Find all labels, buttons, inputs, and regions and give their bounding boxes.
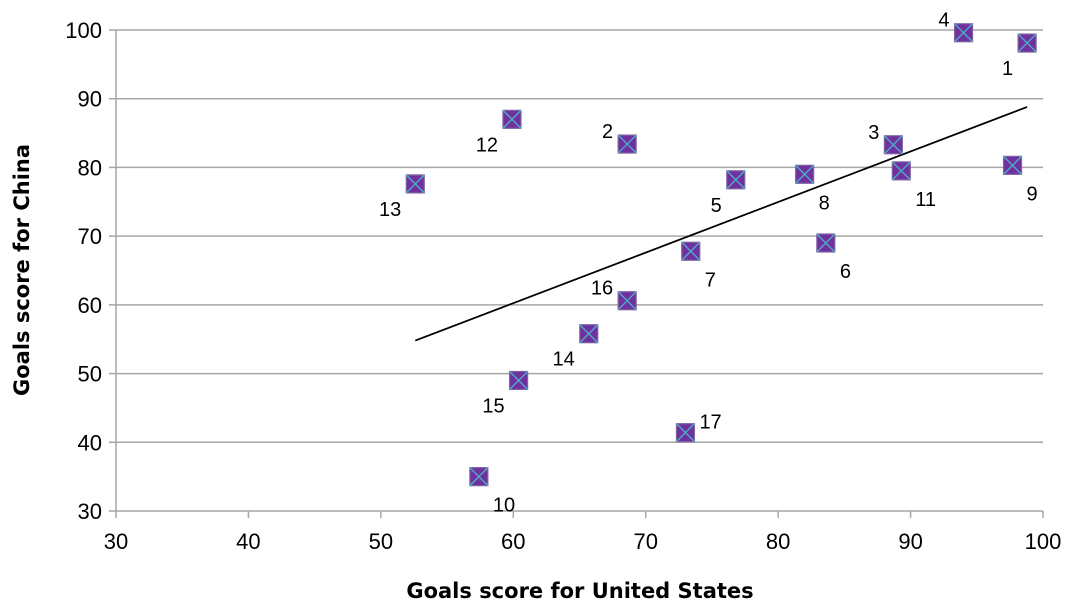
y-tick-label: 40 [78, 430, 102, 455]
data-point [617, 291, 637, 311]
point-cross [617, 134, 637, 154]
point-cross [509, 370, 529, 390]
point-label: 1 [1002, 58, 1013, 80]
data-points [405, 23, 1037, 487]
y-tick-labels: 30 40 50 60 70 80 90 100 [65, 18, 102, 524]
point-cross [795, 164, 815, 184]
point-label: 12 [476, 134, 498, 156]
point-cross [891, 161, 911, 181]
x-tick-label: 80 [766, 529, 790, 554]
point-label: 16 [591, 278, 613, 300]
y-tick-label: 80 [78, 155, 102, 180]
y-tick-label: 100 [65, 18, 102, 43]
axes [109, 29, 1044, 518]
x-tick-label: 50 [369, 529, 393, 554]
data-point [508, 370, 529, 391]
data-point [726, 170, 746, 190]
point-label: 14 [553, 349, 575, 371]
data-point [953, 23, 974, 43]
x-tick-label: 40 [236, 529, 260, 554]
point-label: 9 [1027, 183, 1038, 205]
data-point [891, 161, 911, 181]
x-tick-label: 100 [1025, 529, 1062, 554]
x-tick-label: 60 [501, 529, 525, 554]
data-point [579, 324, 599, 344]
point-cross [883, 135, 903, 155]
point-label: 4 [938, 10, 949, 32]
point-cross [675, 423, 695, 443]
point-label: 6 [840, 261, 851, 283]
point-label: 8 [819, 192, 830, 214]
data-point [1002, 155, 1023, 175]
point-cross [405, 174, 425, 194]
point-label: 2 [602, 121, 613, 143]
x-tick-label: 70 [633, 529, 657, 554]
point-cross [502, 109, 522, 129]
data-point [502, 109, 522, 129]
point-label: 10 [493, 495, 515, 517]
point-cross [681, 241, 701, 261]
y-tick-label: 70 [78, 224, 102, 249]
x-tick-label: 90 [898, 529, 922, 554]
x-axis-title: Goals score for United States [406, 579, 753, 603]
data-point [1017, 33, 1037, 53]
point-label: 3 [868, 122, 879, 144]
y-axis-title: Goals score for China [10, 144, 34, 396]
point-cross [469, 467, 489, 487]
point-label: 13 [379, 199, 401, 221]
y-tick-label: 50 [78, 362, 102, 387]
point-cross [1017, 33, 1037, 53]
point-cross [617, 291, 637, 311]
data-point [795, 164, 815, 184]
point-label: 15 [482, 395, 504, 417]
y-tick-label: 60 [78, 293, 102, 318]
point-label: 11 [915, 189, 936, 211]
data-point [469, 467, 489, 487]
x-tick-labels: 30 40 50 60 70 80 90 100 [104, 529, 1062, 554]
y-tick-label: 90 [78, 87, 102, 112]
y-tick-label: 30 [78, 499, 102, 524]
point-cross [726, 170, 746, 190]
x-tick-label: 30 [104, 529, 128, 554]
point-cross [954, 23, 974, 43]
data-point [675, 423, 696, 443]
point-cross [1003, 155, 1023, 175]
point-cross [816, 233, 836, 253]
gridlines [116, 29, 1043, 444]
trendline-group [414, 106, 1028, 342]
point-label: 17 [699, 412, 721, 434]
data-point [681, 241, 701, 261]
trendline [414, 106, 1028, 342]
data-point [405, 174, 425, 194]
data-point [617, 134, 637, 154]
point-label: 5 [711, 195, 722, 217]
data-point [816, 233, 836, 253]
data-point [883, 135, 903, 155]
point-label: 7 [705, 269, 716, 291]
point-cross [579, 324, 599, 344]
